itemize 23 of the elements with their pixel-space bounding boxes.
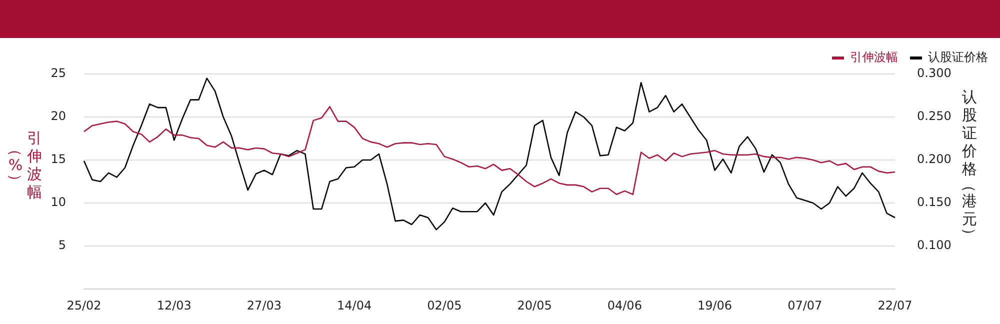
legend-label: 认股证价格 — [928, 50, 988, 64]
y-tick-label: 5 — [58, 238, 66, 252]
text: 认股证价格（港元） — [960, 88, 978, 242]
y-tick-label: 25 — [50, 66, 66, 80]
x-tick-label: 19/06 — [697, 298, 732, 312]
y2-tick-label: 0.200 — [917, 152, 952, 166]
y2-tick-label: 0.100 — [917, 238, 952, 252]
y-tick-label: 10 — [50, 195, 66, 210]
y2-tick-label: 0.250 — [917, 109, 952, 124]
x-tick-label: 07/07 — [788, 298, 822, 312]
x-tick-label: 14/04 — [337, 298, 372, 312]
x-tick-label: 22/07 — [878, 298, 912, 312]
x-tick-label: 20/05 — [517, 298, 552, 312]
legend-label: 引伸波幅 — [850, 50, 898, 64]
y-tick-label: 20 — [50, 109, 66, 124]
x-tick-label: 25/02 — [66, 298, 102, 312]
y2-tick-label: 0.300 — [917, 66, 952, 80]
x-tick-label: 27/03 — [246, 298, 282, 312]
y2-tick-label: 0.150 — [917, 195, 952, 210]
x-tick-label: 04/06 — [607, 298, 642, 312]
y-tick-label: 15 — [50, 152, 66, 166]
x-tick-label: 02/05 — [427, 298, 462, 312]
x-tick-label: 12/03 — [156, 298, 192, 312]
